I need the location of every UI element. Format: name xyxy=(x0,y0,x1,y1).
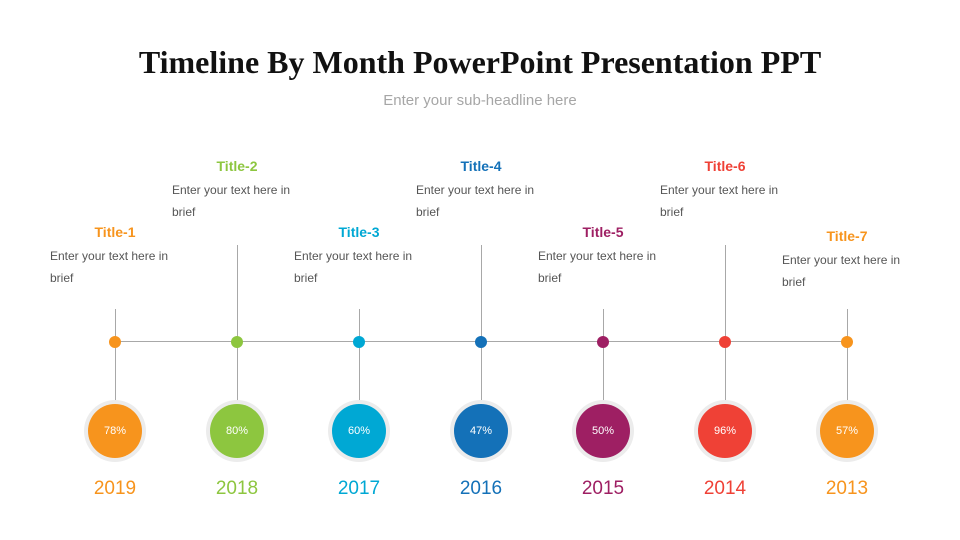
percent-circle-2: 80% xyxy=(210,404,264,458)
year-label-5: 2015 xyxy=(581,478,625,499)
item-description-7: Enter your text here in brief xyxy=(782,253,901,289)
page-subtitle: Enter your sub-headline here xyxy=(383,92,577,109)
connector-line-7 xyxy=(847,309,848,404)
percent-circle-3: 60% xyxy=(332,404,386,458)
connector-line-5 xyxy=(603,309,604,404)
item-title-2: Title-2 xyxy=(216,158,258,174)
timeline-dot-6 xyxy=(719,336,731,348)
year-label-2: 2018 xyxy=(215,478,259,499)
year-label-1: 2019 xyxy=(93,478,137,499)
year-label-4: 2016 xyxy=(459,478,503,499)
item-title-5: Title-5 xyxy=(582,224,624,240)
percent-circle-7: 57% xyxy=(820,404,874,458)
item-description-4: Enter your text here in brief xyxy=(416,183,535,219)
item-description-1: Enter your text here in brief xyxy=(50,249,169,285)
percent-circle-4: 47% xyxy=(454,404,508,458)
year-label-3: 2017 xyxy=(337,478,381,499)
item-description-2: Enter your text here in brief xyxy=(172,183,291,219)
connector-line-1 xyxy=(115,309,116,404)
timeline-dot-4 xyxy=(475,336,487,348)
timeline-dot-7 xyxy=(841,336,853,348)
percent-circle-1: 78% xyxy=(88,404,142,458)
item-title-7: Title-7 xyxy=(826,228,868,244)
timeline-dot-3 xyxy=(353,336,365,348)
year-label-7: 2013 xyxy=(825,478,869,499)
connector-line-4 xyxy=(481,245,482,404)
item-title-4: Title-4 xyxy=(460,158,502,174)
item-description-6: Enter your text here in brief xyxy=(660,183,779,219)
connector-line-6 xyxy=(725,245,726,404)
item-title-6: Title-6 xyxy=(704,158,746,174)
timeline-dot-2 xyxy=(231,336,243,348)
connector-line-3 xyxy=(359,309,360,404)
item-title-1: Title-1 xyxy=(94,224,136,240)
item-description-3: Enter your text here in brief xyxy=(294,249,413,285)
percent-circle-6: 96% xyxy=(698,404,752,458)
percent-circle-5: 50% xyxy=(576,404,630,458)
item-title-3: Title-3 xyxy=(338,224,380,240)
timeline-dot-1 xyxy=(109,336,121,348)
timeline-dot-5 xyxy=(597,336,609,348)
year-label-6: 2014 xyxy=(703,478,747,499)
item-description-5: Enter your text here in brief xyxy=(538,249,657,285)
connector-line-2 xyxy=(237,245,238,404)
page-title: Timeline By Month PowerPoint Presentatio… xyxy=(138,44,822,80)
